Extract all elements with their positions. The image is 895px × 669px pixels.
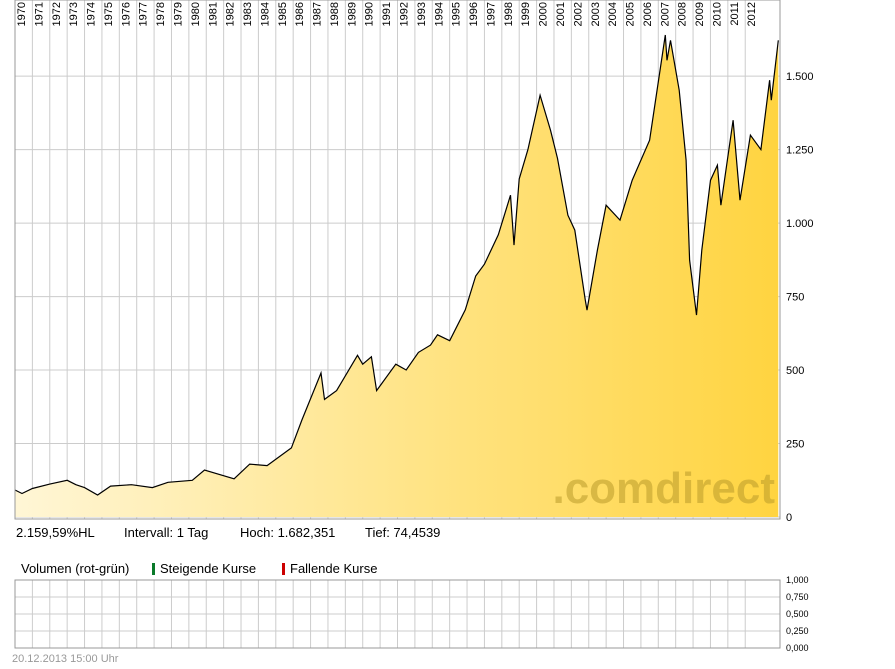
y-tick-label: 1,000 <box>786 575 809 585</box>
x-tick-label: 2012 <box>746 2 758 26</box>
x-tick-label: 1999 <box>520 2 532 26</box>
x-tick-label: 2011 <box>729 2 741 26</box>
x-tick-label: 2008 <box>677 2 689 26</box>
x-tick-label: 1991 <box>381 2 393 26</box>
x-tick-label: 2010 <box>711 2 723 26</box>
x-tick-label: 1974 <box>86 2 98 26</box>
x-tick-label: 1990 <box>364 2 376 26</box>
watermark: .comdirect <box>552 464 775 513</box>
x-tick-label: 1976 <box>120 2 132 26</box>
legend-marker <box>152 563 155 575</box>
low: Tief: 74,4539 <box>365 525 440 540</box>
x-tick-label: 1992 <box>399 2 411 26</box>
price-line <box>14 34 779 496</box>
x-tick-label: 1997 <box>485 2 497 26</box>
x-tick-label: 1980 <box>190 2 202 26</box>
x-tick-label: 2006 <box>642 2 654 26</box>
y-tick-label: 0,000 <box>786 643 809 653</box>
legend-title: Volumen (rot-grün) <box>21 561 129 576</box>
x-tick-label: 1971 <box>33 2 45 26</box>
y-tick-label: 1.500 <box>786 71 814 83</box>
y-tick-label: 750 <box>786 292 804 304</box>
frame <box>14 0 781 520</box>
legend-marker <box>282 563 285 575</box>
x-tick-label: 1996 <box>468 2 480 26</box>
x-tick-label: 1983 <box>242 2 254 26</box>
y-tick-label: 0,250 <box>786 626 809 636</box>
y-tick-label: 0 <box>786 512 792 524</box>
x-tick-label: 1984 <box>259 2 271 26</box>
x-tick-label: 1972 <box>51 2 63 26</box>
y-tick-label: 0,750 <box>786 592 809 602</box>
x-tick-label: 1977 <box>138 2 150 26</box>
x-tick-label: 1993 <box>416 2 428 26</box>
y-tick-label: 0,500 <box>786 609 809 619</box>
frame <box>14 579 781 649</box>
x-tick-label: 1978 <box>155 2 167 26</box>
x-tick-label: 1995 <box>451 2 463 26</box>
x-tick-label: 1970 <box>16 2 28 26</box>
x-tick-label: 1986 <box>294 2 306 26</box>
legend-label: Fallende Kurse <box>290 561 377 576</box>
legend-label: Steigende Kurse <box>160 561 256 576</box>
x-tick-label: 2004 <box>607 2 619 26</box>
y-tick-label: 250 <box>786 439 804 451</box>
x-tick-label: 2002 <box>572 2 584 26</box>
interval: Intervall: 1 Tag <box>124 525 208 540</box>
x-tick-label: 1987 <box>312 2 324 26</box>
x-tick-label: 1981 <box>207 2 219 26</box>
x-tick-label: 2000 <box>538 2 550 26</box>
x-tick-label: 2005 <box>625 2 637 26</box>
x-tick-label: 1985 <box>277 2 289 26</box>
x-tick-label: 2003 <box>590 2 602 26</box>
area-fill <box>15 35 779 517</box>
x-tick-label: 1989 <box>346 2 358 26</box>
footer: 20.12.2013 15:00 Uhr <box>12 653 119 665</box>
y-tick-label: 1.000 <box>786 218 814 230</box>
y-tick-label: 1.250 <box>786 145 814 157</box>
x-tick-label: 1975 <box>103 2 115 26</box>
volume-panel: Volumen (rot-grün) Steigende Kurse Fallend… <box>14 561 809 653</box>
x-tick-label: 1988 <box>329 2 341 26</box>
x-tick-label: 1973 <box>68 2 80 26</box>
price-panel: 0 250 500 750 1.000 1.250 1.500 1970 1971 1972 197… <box>14 0 814 524</box>
y-tick-label: 500 <box>786 365 804 377</box>
high: Hoch: 1.682,351 <box>240 525 335 540</box>
x-tick-label: 1994 <box>433 2 445 26</box>
x-tick-label: 1979 <box>172 2 184 26</box>
x-tick-label: 2007 <box>659 2 671 26</box>
x-tick-label: 2009 <box>694 2 706 26</box>
x-tick-label: 1982 <box>225 2 237 26</box>
x-tick-label: 1998 <box>503 2 515 26</box>
x-tick-label: 2001 <box>555 2 567 26</box>
performance: 2.159,59%HL <box>16 525 95 540</box>
